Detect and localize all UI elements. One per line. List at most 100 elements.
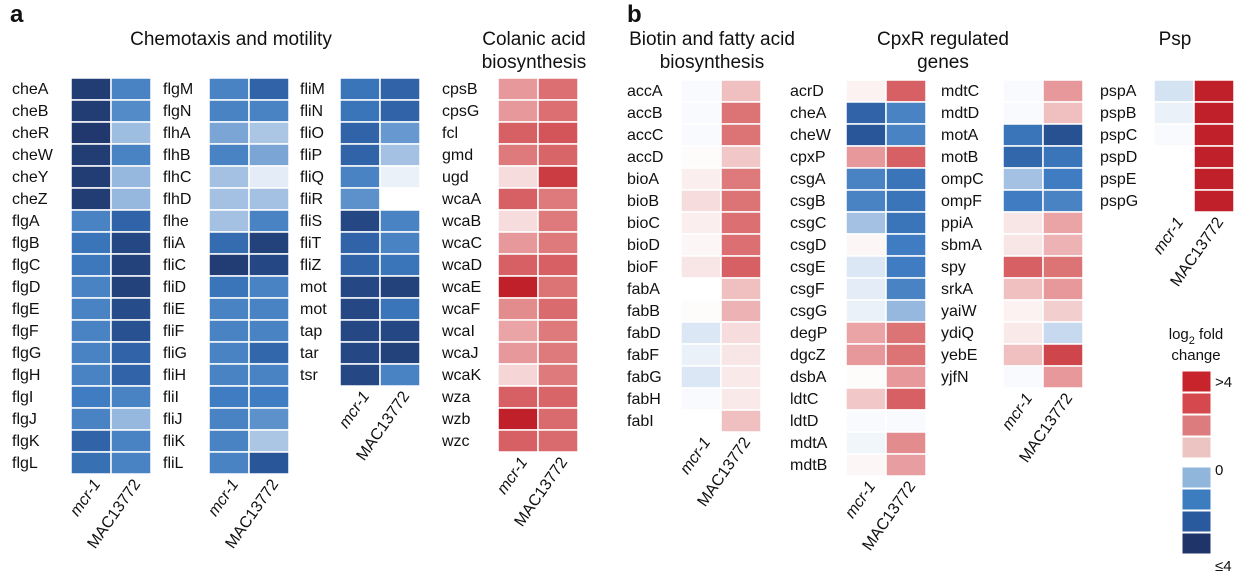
heatmap-cell <box>208 407 250 431</box>
heatmap-cell <box>1002 321 1044 345</box>
heatmap-cell <box>1042 343 1084 367</box>
row-label: flhB <box>163 147 191 164</box>
heatmap-cell <box>379 165 421 189</box>
heatmap-cell <box>1193 101 1235 125</box>
row-label: fliC <box>163 257 186 274</box>
row-label: mdtB <box>790 457 827 474</box>
heatmap-cell <box>379 363 421 387</box>
row-label: pspE <box>1100 171 1136 188</box>
row-label: cpsB <box>442 81 478 98</box>
heatmap-cell <box>845 409 887 433</box>
row-label: fliE <box>163 301 185 318</box>
heatmap-cell <box>1193 145 1235 169</box>
row-label: srkA <box>941 281 973 298</box>
heatmap-cell <box>845 123 887 147</box>
chart-title-colanic-line1: Colanic acid <box>482 29 586 50</box>
row-label: flgF <box>12 323 39 340</box>
row-label: spy <box>941 259 966 276</box>
row-label: flgL <box>12 455 38 472</box>
heatmap-cell <box>1042 79 1084 103</box>
row-label: csgA <box>790 171 826 188</box>
heatmap-cell <box>1042 277 1084 301</box>
heatmap-cell <box>110 121 152 145</box>
legend-swatch <box>1181 510 1212 533</box>
row-label: mdtD <box>941 105 979 122</box>
heatmap-cell <box>537 187 579 211</box>
heatmap-cell <box>339 319 381 343</box>
heatmap-cell <box>339 363 381 387</box>
row-label: flgI <box>12 389 33 406</box>
heatmap-cell <box>537 429 579 453</box>
heatmap-cell <box>885 365 927 389</box>
legend-tick-min: ≤4 <box>1215 558 1232 575</box>
heatmap-cell <box>1002 189 1044 213</box>
row-label: flhe <box>163 213 189 230</box>
heatmap-cell <box>845 343 887 367</box>
row-label: tap <box>300 323 322 340</box>
chart-title-biotin-line2: biosynthesis <box>660 52 765 73</box>
heatmap-cell <box>537 319 579 343</box>
legend-swatch <box>1181 466 1212 489</box>
row-label: fliN <box>300 103 323 120</box>
heatmap-cell <box>885 167 927 191</box>
heatmap-cell <box>110 165 152 189</box>
heatmap-cell <box>208 209 250 233</box>
heatmap-cell <box>1002 277 1044 301</box>
column-label: mcr-1 <box>67 477 104 520</box>
row-label: fabF <box>627 347 659 364</box>
row-label: cpxP <box>790 149 826 166</box>
legend-title: log2 fold <box>1169 326 1224 347</box>
panel-label-b: b <box>627 1 642 28</box>
heatmap-cell <box>537 253 579 277</box>
heatmap-cell <box>845 145 887 169</box>
row-label: ydiQ <box>941 325 974 342</box>
row-label: bioA <box>627 171 659 188</box>
heatmap-cell <box>208 165 250 189</box>
heatmap-cell <box>1153 167 1195 191</box>
heatmap-cell <box>1002 167 1044 191</box>
heatmap-cell <box>208 319 250 343</box>
heatmap-cell <box>70 363 112 387</box>
heatmap-cell <box>208 363 250 387</box>
row-label: ppiA <box>941 215 973 232</box>
heatmap-cell <box>845 233 887 257</box>
row-label: wcaE <box>441 279 481 296</box>
heatmap-cell <box>537 143 579 167</box>
heatmap-cell <box>208 187 250 211</box>
row-label: fliA <box>163 235 186 252</box>
heatmap-cell <box>1193 79 1235 103</box>
heatmap-cell <box>208 451 250 475</box>
legend-swatches <box>1181 370 1212 555</box>
row-label: wzb <box>441 411 471 428</box>
heatmap-cell <box>885 321 927 345</box>
heatmap-cell <box>497 143 539 167</box>
heatmap-cell <box>720 343 762 367</box>
heatmap-cell <box>885 123 927 147</box>
heatmap-cell <box>720 101 762 125</box>
heatmap-cell <box>497 209 539 233</box>
heatmap-cell <box>248 297 290 321</box>
heatmap-cell <box>70 165 112 189</box>
row-label: flhD <box>163 191 191 208</box>
heatmap-cell <box>720 189 762 213</box>
row-label: motA <box>941 127 979 144</box>
heatmap-cell <box>885 409 927 433</box>
heatmap-cell <box>720 123 762 147</box>
heatmap-cell <box>208 143 250 167</box>
heatmap-cell <box>208 99 250 123</box>
heatmap-cell <box>70 209 112 233</box>
heatmap-cell <box>680 101 722 125</box>
heatmap-cell <box>70 77 112 101</box>
row-label: wza <box>441 389 471 406</box>
row-label: fcl <box>442 125 458 142</box>
row-label: wcaD <box>441 257 482 274</box>
row-label: pspD <box>1100 149 1137 166</box>
heatmap-cell <box>845 431 887 455</box>
heatmap-cell <box>537 341 579 365</box>
heatmap-cell <box>845 387 887 411</box>
row-label: yebE <box>941 347 977 364</box>
heatmap-cell <box>248 121 290 145</box>
heatmap-cell <box>70 121 112 145</box>
row-label: yaiW <box>941 303 977 320</box>
